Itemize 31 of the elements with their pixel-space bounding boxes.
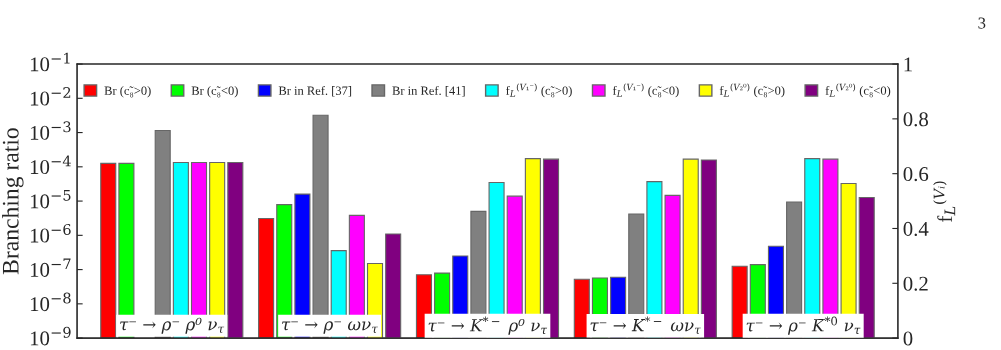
y-tick-label: 10$^{−7}$ bbox=[30, 258, 71, 277]
y-tick-label: 10$^{−2}$ bbox=[30, 86, 71, 106]
y-axis-title: Branching ratio bbox=[2, 128, 24, 275]
y-tick-label: 10$^{−9}$ bbox=[30, 326, 71, 346]
y2-tick-label: 0.4 bbox=[903, 221, 929, 236]
legend-label: f$_{L}$$^{(V₁⁻)}$ (c̃₈<0) bbox=[612, 83, 679, 98]
text: 3 bbox=[978, 17, 986, 29]
legend-label: f$_{L}$$^{(V₁⁻)}$ (c̃₈>0) bbox=[506, 83, 572, 98]
y-tick-label: 10$^{−5}$ bbox=[30, 189, 71, 209]
x-tick-label: τ⁻ → ρ⁻ ρ⁰ ν$_{τ}$ bbox=[120, 317, 225, 334]
y-tick-label: 10$^{−3}$ bbox=[30, 121, 71, 140]
y2-tick-label: 0 bbox=[903, 331, 913, 346]
y-tick-label: 10$^{−1}$ bbox=[30, 52, 70, 72]
legend-label: Br (c̃₈>0) bbox=[104, 86, 151, 98]
y2-axis-title: f$_{L}$$^{(Vᵢ)}$ bbox=[933, 181, 956, 222]
legend-label: f$_{L}$$^{(V₂⁰)}$ (c̃₈>0) bbox=[719, 83, 785, 98]
x-tick-label: τ⁻ → K$^{*−}$ ων$_{τ}$ bbox=[590, 316, 701, 334]
y-tick-label: 10$^{−6}$ bbox=[30, 224, 71, 243]
legend-label: Br (c̃₈<0) bbox=[191, 86, 238, 98]
y2-tick-label: 0.8 bbox=[903, 112, 929, 127]
x-tick-label: τ⁻ → ρ⁻ ων$_{τ}$ bbox=[282, 321, 378, 334]
y2-tick-label: 0.6 bbox=[903, 167, 929, 182]
legend-label: Br in Ref. [41] bbox=[392, 85, 465, 97]
y-tick-label: 10$^{−8}$ bbox=[30, 292, 71, 312]
x-tick-label: τ⁻ → ρ⁻ K̄$^{*0}$ ν$_{τ}$ bbox=[746, 316, 861, 335]
x-tick-label: τ⁻ → K$^{*−}$ ρ⁰ ν$_{τ}$ bbox=[428, 316, 548, 335]
y2-tick-label: 1 bbox=[904, 57, 912, 72]
y-tick-label: 10$^{−4}$ bbox=[30, 155, 71, 175]
legend-label: f$_{L}$$^{(V₂⁰)}$ (c̃₈<0) bbox=[825, 83, 891, 98]
y2-tick-label: 0.2 bbox=[903, 276, 928, 291]
legend-label: Br in Ref. [37] bbox=[278, 85, 352, 97]
